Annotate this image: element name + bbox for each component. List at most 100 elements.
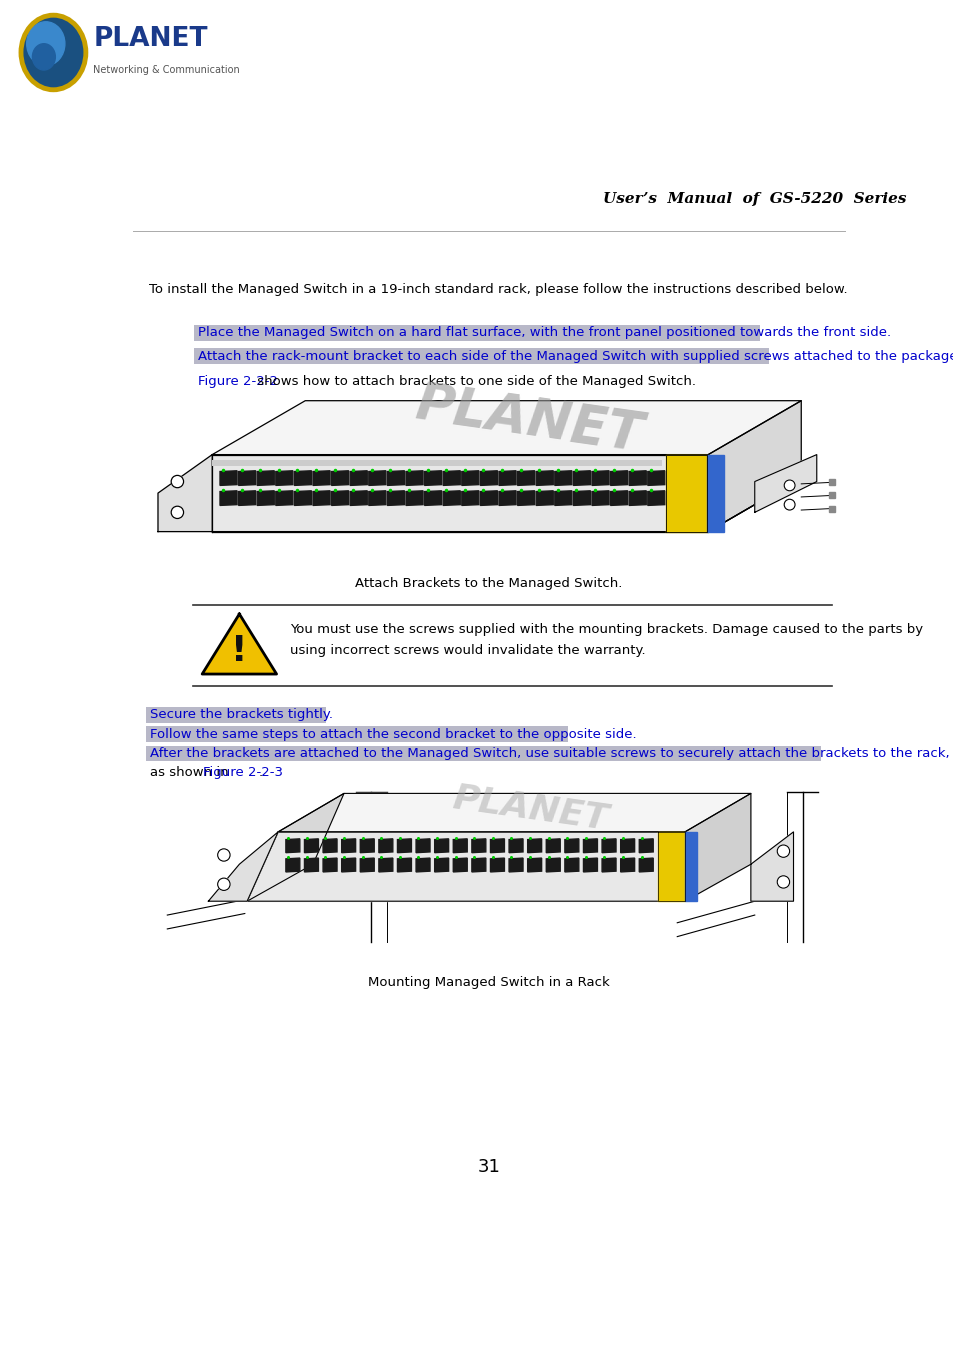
Text: PLANET: PLANET	[413, 378, 646, 462]
Polygon shape	[435, 859, 448, 872]
Polygon shape	[304, 859, 318, 872]
Polygon shape	[313, 471, 330, 486]
Polygon shape	[208, 832, 278, 902]
Polygon shape	[378, 838, 393, 853]
Polygon shape	[555, 491, 571, 505]
Polygon shape	[397, 838, 411, 853]
Polygon shape	[639, 859, 653, 872]
Polygon shape	[536, 491, 553, 505]
Polygon shape	[453, 838, 467, 853]
Polygon shape	[629, 491, 645, 505]
Bar	[373, 838, 383, 845]
Polygon shape	[247, 794, 344, 902]
Polygon shape	[275, 471, 293, 486]
Polygon shape	[629, 471, 645, 486]
Text: PLANET: PLANET	[93, 26, 208, 53]
Text: as shown in: as shown in	[150, 765, 233, 779]
Polygon shape	[564, 859, 578, 872]
Polygon shape	[212, 401, 801, 455]
Polygon shape	[610, 471, 627, 486]
Polygon shape	[247, 832, 684, 902]
Text: Secure the brackets tightly.: Secure the brackets tightly.	[150, 709, 333, 721]
Text: using incorrect screws would invalidate the warranty.: using incorrect screws would invalidate …	[290, 644, 644, 657]
Text: After the brackets are attached to the Managed Switch, use suitable screws to se: After the brackets are attached to the M…	[150, 747, 949, 760]
Text: shows how to attach brackets to one side of the Managed Switch.: shows how to attach brackets to one side…	[253, 375, 695, 387]
Polygon shape	[350, 471, 367, 486]
Text: User’s  Manual  of  GS-5220  Series: User’s Manual of GS-5220 Series	[602, 192, 905, 207]
Circle shape	[171, 475, 183, 487]
Circle shape	[21, 15, 86, 90]
Polygon shape	[212, 455, 707, 532]
Polygon shape	[517, 471, 534, 486]
FancyBboxPatch shape	[146, 745, 820, 761]
Text: Figure 2-2-2: Figure 2-2-2	[198, 375, 278, 387]
Polygon shape	[275, 491, 293, 505]
Polygon shape	[564, 838, 578, 853]
Polygon shape	[424, 491, 441, 505]
Polygon shape	[750, 832, 793, 902]
Text: Follow the same steps to attach the second bracket to the opposite side.: Follow the same steps to attach the seco…	[150, 728, 637, 741]
Polygon shape	[684, 794, 750, 902]
Polygon shape	[424, 471, 441, 486]
Polygon shape	[498, 491, 516, 505]
Circle shape	[783, 500, 794, 510]
Polygon shape	[257, 491, 274, 505]
Text: Attach Brackets to the Managed Switch.: Attach Brackets to the Managed Switch.	[355, 578, 622, 590]
Polygon shape	[202, 614, 276, 674]
Polygon shape	[369, 471, 385, 486]
Polygon shape	[369, 491, 385, 505]
Polygon shape	[583, 859, 597, 872]
Polygon shape	[472, 859, 485, 872]
Polygon shape	[387, 491, 404, 505]
Polygon shape	[480, 491, 497, 505]
Polygon shape	[286, 838, 299, 853]
Polygon shape	[498, 471, 516, 486]
Polygon shape	[341, 859, 355, 872]
Polygon shape	[647, 491, 664, 505]
Polygon shape	[527, 838, 541, 853]
Polygon shape	[387, 471, 404, 486]
Text: !: !	[231, 634, 248, 668]
Polygon shape	[509, 859, 522, 872]
Polygon shape	[610, 491, 627, 505]
Polygon shape	[341, 838, 355, 853]
Circle shape	[171, 506, 183, 518]
Text: .: .	[258, 765, 263, 779]
Polygon shape	[546, 838, 559, 853]
Polygon shape	[706, 455, 723, 532]
Polygon shape	[490, 838, 504, 853]
Text: Networking & Communication: Networking & Communication	[93, 65, 240, 76]
Polygon shape	[592, 491, 608, 505]
Polygon shape	[573, 491, 590, 505]
Polygon shape	[360, 838, 374, 853]
Polygon shape	[453, 859, 467, 872]
Polygon shape	[527, 859, 541, 872]
Polygon shape	[416, 859, 430, 872]
Polygon shape	[647, 471, 664, 486]
Polygon shape	[583, 838, 597, 853]
Text: PLANET: PLANET	[450, 782, 610, 837]
Polygon shape	[639, 838, 653, 853]
Polygon shape	[323, 859, 336, 872]
Polygon shape	[360, 859, 374, 872]
Polygon shape	[707, 401, 801, 532]
Circle shape	[783, 481, 794, 491]
Polygon shape	[573, 471, 590, 486]
Polygon shape	[220, 491, 236, 505]
Polygon shape	[238, 471, 255, 486]
Polygon shape	[620, 838, 634, 853]
Bar	[373, 822, 383, 828]
Polygon shape	[158, 455, 212, 532]
Text: You must use the screws supplied with the mounting brackets. Damage caused to th: You must use the screws supplied with th…	[290, 622, 922, 636]
Polygon shape	[332, 491, 348, 505]
Polygon shape	[220, 471, 236, 486]
FancyBboxPatch shape	[146, 707, 326, 722]
Polygon shape	[684, 832, 696, 902]
Polygon shape	[490, 859, 504, 872]
Polygon shape	[509, 838, 522, 853]
Circle shape	[27, 22, 65, 66]
Text: Place the Managed Switch on a hard flat surface, with the front panel positioned: Place the Managed Switch on a hard flat …	[198, 327, 890, 339]
Polygon shape	[286, 859, 299, 872]
Polygon shape	[443, 471, 459, 486]
Polygon shape	[601, 859, 616, 872]
